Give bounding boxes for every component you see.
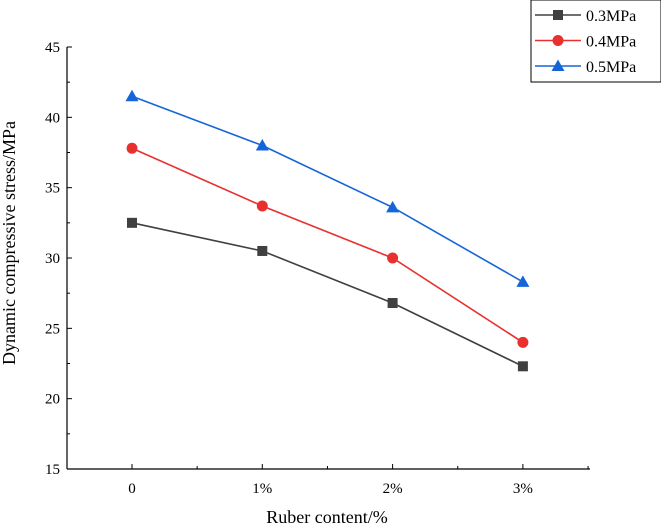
x-tick-label: 2% [383, 481, 403, 497]
y-tick-label: 40 [45, 110, 60, 126]
series-line [131, 95, 524, 283]
x-axis-title: Ruber content/% [266, 507, 387, 526]
data-point [516, 275, 530, 287]
axes: 15 20 25 30 35 40 45 0 1% 2% 3% [45, 40, 590, 497]
legend-swatch-marker [551, 59, 565, 71]
legend-item: 0.4MPa [535, 34, 636, 51]
legend: 0.3MPa 0.4MPa 0.5MPa [530, 0, 661, 83]
legend-item: 0.5MPa [535, 59, 636, 76]
legend-item: 0.3MPa [535, 8, 636, 25]
y-tick-label: 45 [45, 40, 60, 56]
y-tick-label: 25 [45, 321, 60, 337]
data-point [257, 245, 268, 256]
series-0.3MPa [127, 217, 528, 372]
data-point [387, 298, 398, 309]
data-point [387, 252, 399, 264]
x-tick-label: 3% [513, 481, 533, 497]
data-point [125, 89, 139, 102]
y-tick-label: 35 [45, 181, 60, 197]
legend-swatch-marker [552, 35, 564, 46]
y-tick-label: 15 [45, 462, 60, 478]
data-point [517, 336, 529, 348]
legend-label: 0.3MPa [586, 8, 636, 25]
y-axis-title: Dynamic compressive stress/MPa [0, 121, 19, 365]
series-line [131, 222, 524, 368]
series-0.5MPa [125, 89, 530, 287]
data-point [255, 138, 269, 151]
x-tick-label: 0 [128, 481, 136, 497]
series-line [131, 147, 524, 344]
data-point [517, 361, 528, 372]
y-tick-label: 20 [45, 392, 60, 408]
data-point [127, 217, 137, 228]
legend-label: 0.5MPa [586, 59, 636, 76]
data-point [386, 200, 400, 213]
data-point [126, 142, 138, 154]
legend-swatch-marker [553, 10, 563, 20]
series-layer [125, 89, 530, 372]
series-0.4MPa [126, 142, 529, 348]
x-tick-label: 1% [252, 481, 272, 497]
legend-label: 0.4MPa [586, 34, 636, 51]
data-point [256, 200, 268, 212]
y-tick-label: 30 [45, 251, 60, 267]
